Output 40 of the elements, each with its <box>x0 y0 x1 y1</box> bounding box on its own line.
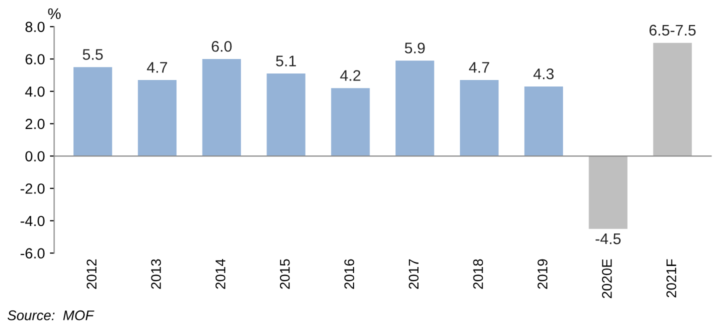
data-label: 5.5 <box>82 49 103 60</box>
source-note: Source: MOF <box>8 310 94 320</box>
bar <box>266 74 306 156</box>
y-tick-label: -2.0 <box>20 183 45 194</box>
x-tick-label: 2019 <box>538 259 548 289</box>
x-tick-label: 2014 <box>216 259 226 289</box>
x-tick-label: 2016 <box>344 259 354 289</box>
bar <box>138 80 177 156</box>
data-label: 5.9 <box>404 42 425 54</box>
data-label: 4.7 <box>146 62 168 73</box>
x-tick-label: 2021F <box>666 259 676 298</box>
bar <box>588 156 628 229</box>
y-tick-label: 6.0 <box>26 54 45 64</box>
x-tick-label: 2012 <box>86 259 97 289</box>
y-tick-label: -4.0 <box>20 216 45 226</box>
bar <box>524 86 564 156</box>
x-tick-label: 2015 <box>280 259 290 289</box>
data-label: -4.5 <box>596 234 621 244</box>
y-axis-title: % <box>48 8 61 20</box>
x-tick-label: 2018 <box>473 259 484 289</box>
bar <box>73 67 112 156</box>
data-label: 5.1 <box>276 56 296 66</box>
bar <box>202 58 241 156</box>
x-tick-label: 2020E <box>602 259 612 298</box>
data-label: 6.0 <box>212 40 232 52</box>
x-tick-label: 2017 <box>408 259 419 289</box>
data-label: 6.5-7.5 <box>650 24 696 36</box>
bar <box>653 42 692 156</box>
data-label: 4.3 <box>533 68 554 80</box>
bar <box>396 60 434 156</box>
y-tick-label: 0.0 <box>25 151 45 162</box>
bar <box>460 80 499 156</box>
x-tick-label: 2013 <box>151 259 161 289</box>
data-label: 4.2 <box>340 70 360 81</box>
data-label: 4.7 <box>469 62 490 73</box>
y-tick-label: 8.0 <box>25 22 45 32</box>
bar <box>331 88 370 156</box>
y-tick-label: -6.0 <box>20 248 45 259</box>
y-tick-label: 2.0 <box>26 118 45 130</box>
y-tick-label: 4.0 <box>25 86 45 97</box>
